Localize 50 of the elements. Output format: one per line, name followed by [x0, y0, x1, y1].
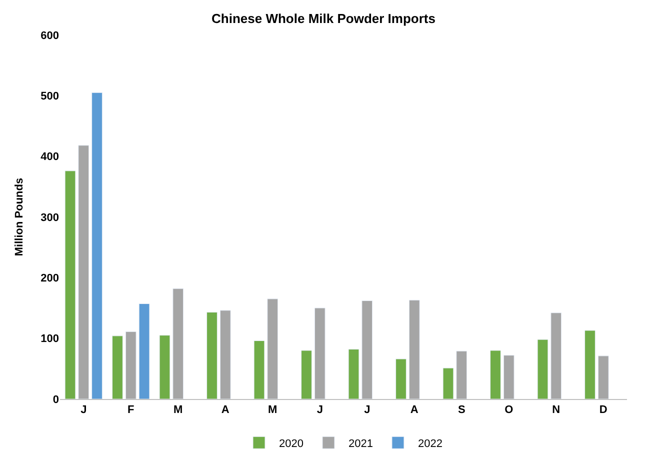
bar: [78, 145, 90, 399]
bar: [442, 368, 454, 399]
y-tick-label: 500: [40, 90, 59, 103]
bar: [112, 336, 123, 399]
legend-label: 2021: [348, 438, 373, 450]
y-tick-label: 300: [40, 212, 59, 224]
bar: [598, 356, 609, 399]
bar: [490, 350, 501, 399]
x-tick-label: F: [128, 404, 135, 416]
bar: [172, 288, 184, 399]
bar: [92, 92, 102, 399]
bar: [348, 349, 360, 399]
x-tick-label: J: [364, 404, 370, 416]
bar: [362, 300, 373, 399]
x-tick-label: S: [458, 404, 466, 416]
y-tick-label: 100: [40, 333, 59, 346]
x-tick-label: M: [268, 404, 278, 416]
bar: [159, 335, 170, 399]
y-tick-label: 200: [40, 272, 59, 285]
y-tick-label: 400: [40, 151, 59, 164]
bar: [220, 310, 231, 399]
bar: [314, 308, 326, 399]
y-tick-label: 0: [52, 394, 59, 406]
y-tick-label: 600: [40, 30, 59, 42]
x-tick-label: J: [316, 404, 323, 416]
bar: [503, 355, 514, 399]
x-tick-label: D: [599, 404, 608, 416]
x-tick-label: M: [174, 404, 183, 416]
bar: [64, 170, 76, 399]
bar: [138, 304, 150, 399]
bar: [267, 298, 278, 399]
x-tick-label: N: [552, 404, 560, 416]
bar: [408, 300, 420, 399]
x-tick-label: O: [504, 404, 514, 416]
bar: [125, 331, 136, 399]
bar: [456, 350, 468, 399]
y-axis-title: Million Pounds: [13, 178, 26, 256]
x-tick-label: A: [221, 404, 230, 416]
bar: [537, 339, 548, 399]
legend-label: 2022: [418, 438, 442, 450]
bar: [206, 312, 218, 399]
bar: [301, 350, 312, 399]
bar: [396, 358, 406, 399]
chart-title: Chinese Whole Milk Powder Imports: [212, 11, 436, 26]
x-tick-label: A: [410, 404, 418, 416]
bar: [254, 340, 265, 399]
legend-label: 2020: [279, 438, 304, 450]
x-tick-label: J: [80, 404, 87, 416]
bar: [584, 330, 596, 399]
bar: [550, 312, 562, 399]
